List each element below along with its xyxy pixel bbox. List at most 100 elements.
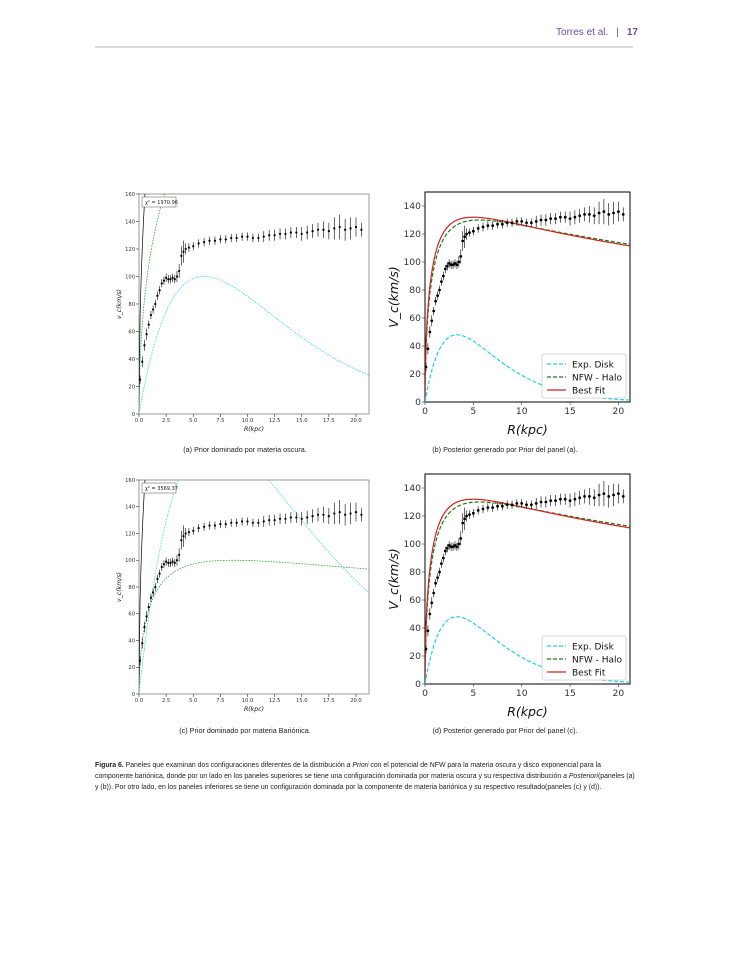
data-point <box>192 529 195 532</box>
data-point <box>230 521 233 524</box>
data-point <box>554 217 557 220</box>
plot-frame <box>138 193 370 415</box>
data-point <box>208 524 211 527</box>
data-point <box>192 245 195 248</box>
legend-label: NFW - Halo <box>572 655 623 665</box>
data-point <box>578 214 582 218</box>
data-point <box>197 242 200 245</box>
y-tick-label: 100 <box>403 539 421 550</box>
data-point <box>333 512 336 515</box>
data-point <box>587 495 591 498</box>
y-tick-labels: 0 20 40 60 80 100 120 140 <box>403 201 421 408</box>
x-tick-labels: 0 5 10 15 20 <box>422 406 624 417</box>
data-point <box>273 519 276 522</box>
data-point <box>338 511 341 514</box>
y-tick-label: 100 <box>403 257 421 268</box>
data-point <box>197 527 200 530</box>
y-tick-label: 20 <box>128 384 135 390</box>
chart-b: 0 5 10 15 20 0 20 40 60 80 100 120 140 R(kpc) V_c(km/s… <box>386 191 631 437</box>
data-point <box>515 220 519 223</box>
x-tick-label: 17.5 <box>323 418 335 424</box>
data-point <box>616 210 620 213</box>
data-point <box>440 562 443 565</box>
data-point <box>592 496 596 500</box>
y-tick-label: 120 <box>125 531 135 537</box>
observed-data <box>139 214 363 384</box>
x-tick-label: 10 <box>516 688 528 699</box>
data-point <box>534 220 538 223</box>
data-point <box>500 222 504 226</box>
data-point <box>268 234 271 237</box>
data-point <box>184 532 187 535</box>
y-tick-label: 60 <box>128 612 135 618</box>
data-point <box>539 500 543 504</box>
data-point <box>578 496 582 500</box>
figure-caption-part1: Paneles que examinan dos configuraciones… <box>123 762 347 769</box>
y-tick-label: 20 <box>409 651 421 662</box>
curve-total <box>425 216 630 397</box>
data-point <box>468 513 471 516</box>
x-axis-label: R(kpc) <box>507 422 548 437</box>
data-point <box>152 591 155 594</box>
legend-label: NFW - Halo <box>572 373 623 383</box>
data-point <box>322 228 325 231</box>
data-point <box>262 520 265 523</box>
chart-d: 0 5 10 15 20 0 20 40 60 80 100 120 140 R(kpc) V_c(km/s… <box>386 473 631 719</box>
data-point <box>496 222 499 226</box>
y-tick-labels: 0 20 40 60 80 100 120 140 160 <box>125 192 135 418</box>
y-tick-label: 120 <box>403 229 421 240</box>
data-point <box>230 236 233 240</box>
data-point <box>525 221 528 225</box>
data-point <box>175 275 179 278</box>
chi2-box: χ² = 3569.37 <box>141 482 178 494</box>
data-point <box>616 492 620 495</box>
data-point <box>544 500 548 504</box>
data-point <box>453 544 457 547</box>
data-point <box>568 217 572 220</box>
data-point <box>451 263 455 267</box>
data-point <box>167 278 170 281</box>
y-tick-label: 140 <box>403 201 421 212</box>
x-tick-labels: 0.0 2.5 5.0 7.5 10.0 12.5 15.0 17.5 20.0 <box>135 418 362 424</box>
y-tick-label: 80 <box>128 585 135 591</box>
y-tick-label: 80 <box>409 285 421 296</box>
data-point <box>425 365 428 369</box>
data-point <box>428 330 432 334</box>
data-point <box>240 520 244 523</box>
y-tick-label: 20 <box>128 665 135 671</box>
data-point <box>360 228 363 231</box>
header-separator: | <box>616 27 619 38</box>
data-point <box>213 239 217 242</box>
y-tick-label: 100 <box>125 274 135 280</box>
x-tick-label: 2.5 <box>162 418 170 424</box>
data-point <box>311 515 314 518</box>
y-tick-label: 40 <box>128 638 135 644</box>
legend-label: Best Fit <box>572 668 606 678</box>
curve-disk <box>425 334 630 402</box>
curve-disk <box>139 276 369 414</box>
observed-data <box>139 500 363 665</box>
data-point <box>338 225 341 229</box>
y-tick-labels: 0 20 40 60 80 100 120 140 <box>403 483 421 690</box>
data-point <box>520 502 524 505</box>
legend: Exp. Disk NFW - Halo Best Fit <box>541 353 627 399</box>
data-point <box>539 218 543 222</box>
legend-label: Exp. Disk <box>572 360 615 370</box>
data-point <box>180 539 183 542</box>
figure-panel-b: 0 5 10 15 20 0 20 40 60 80 100 120 140 R(kpc) V_c(km/s… <box>384 188 634 438</box>
y-tick-label: 40 <box>409 623 421 634</box>
x-tick-label: 20 <box>613 688 625 699</box>
data-point <box>505 221 509 225</box>
data-point <box>426 347 430 351</box>
chi2-frame <box>141 482 177 494</box>
data-point <box>316 228 320 231</box>
data-point <box>449 263 453 267</box>
data-point <box>344 513 347 516</box>
figure-caption: Figura 6. Paneles que examinan dos confi… <box>95 761 636 793</box>
data-point <box>289 231 292 234</box>
data-point <box>169 278 172 281</box>
header-rule <box>95 46 633 48</box>
curve-disk <box>139 480 369 694</box>
data-point <box>445 546 449 550</box>
x-tick-label: 5.0 <box>189 418 197 424</box>
